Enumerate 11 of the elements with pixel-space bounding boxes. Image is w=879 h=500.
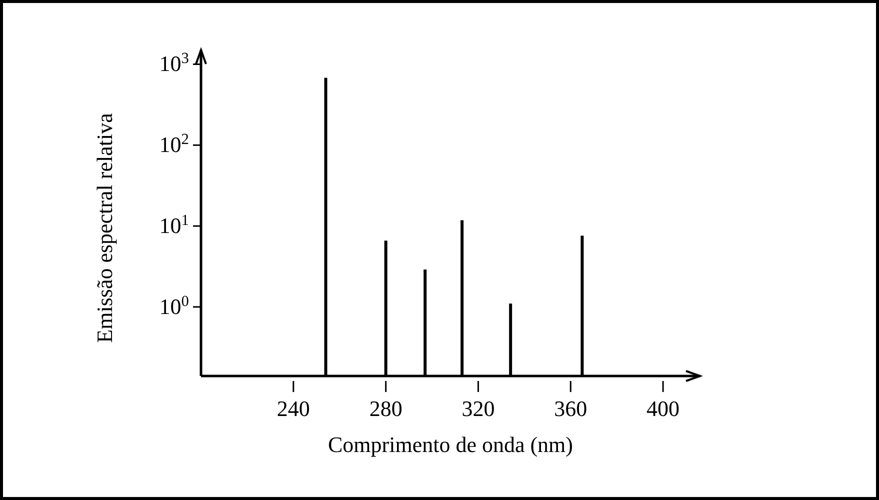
y-axis-title: Emissão espectral relativa: [92, 112, 117, 343]
y-tick-label: 10$^{3}$: [159, 50, 190, 76]
x-tick-label: 320: [462, 396, 495, 421]
x-tick-label: 360: [554, 396, 588, 421]
x-tick-label: 240: [276, 396, 310, 421]
x-axis-title: Comprimento de onda (nm): [328, 432, 574, 457]
y-tick-label: 10$^{1}$: [159, 212, 189, 238]
x-tick-label: 400: [646, 396, 680, 421]
x-tick-label: 280: [369, 396, 402, 421]
y-tick-label: 10$^{0}$: [159, 292, 190, 319]
y-tick-label: 10$^{2}$: [159, 130, 189, 158]
